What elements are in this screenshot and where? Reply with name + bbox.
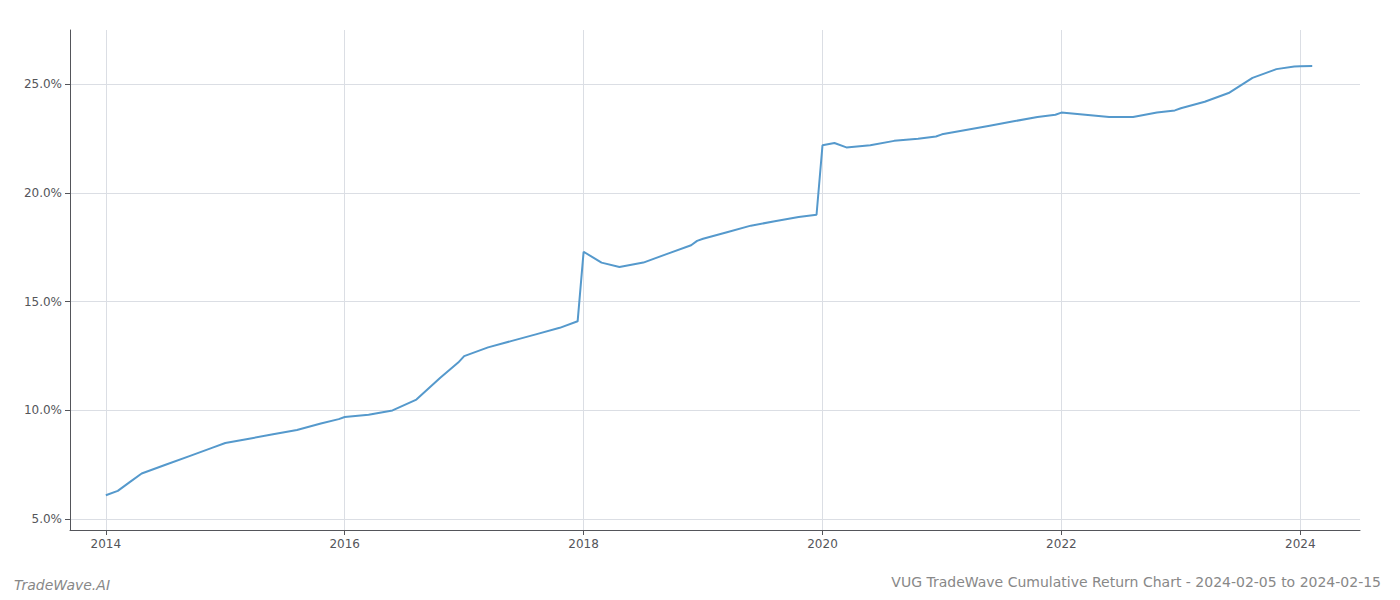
svg-text:2020: 2020 bbox=[807, 537, 838, 551]
svg-text:5.0%: 5.0% bbox=[32, 512, 63, 526]
svg-text:20.0%: 20.0% bbox=[24, 186, 62, 200]
svg-text:15.0%: 15.0% bbox=[24, 295, 62, 309]
svg-text:VUG TradeWave Cumulative Retur: VUG TradeWave Cumulative Return Chart - … bbox=[891, 574, 1381, 590]
svg-text:10.0%: 10.0% bbox=[24, 403, 62, 417]
svg-text:TradeWave.AI: TradeWave.AI bbox=[14, 577, 110, 593]
svg-text:25.0%: 25.0% bbox=[24, 77, 62, 91]
svg-text:2024: 2024 bbox=[1285, 537, 1316, 551]
svg-text:2018: 2018 bbox=[568, 537, 599, 551]
svg-text:2014: 2014 bbox=[91, 537, 122, 551]
svg-text:2016: 2016 bbox=[329, 537, 360, 551]
svg-text:2022: 2022 bbox=[1046, 537, 1077, 551]
